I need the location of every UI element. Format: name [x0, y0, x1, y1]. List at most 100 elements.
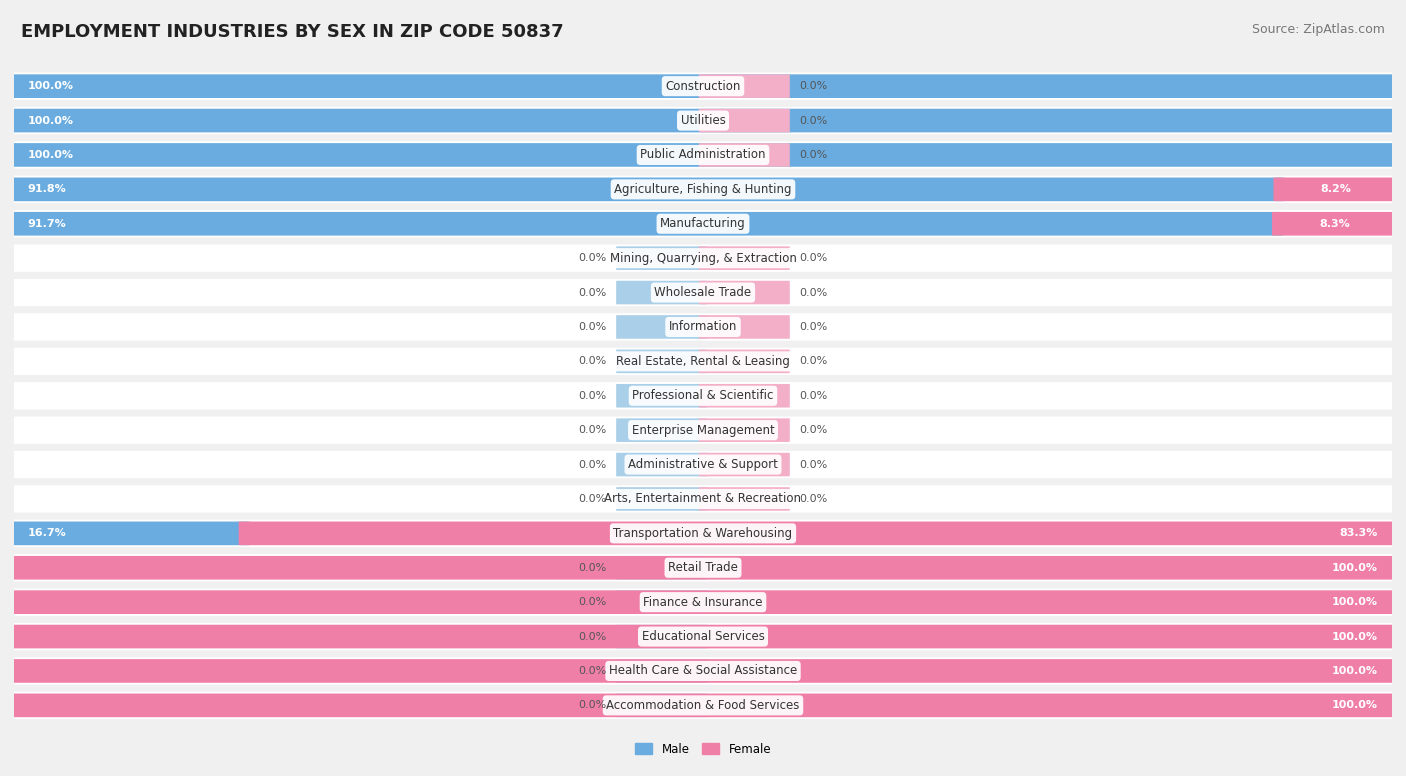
- Text: 0.0%: 0.0%: [578, 425, 606, 435]
- Text: 0.0%: 0.0%: [578, 666, 606, 676]
- Text: 100.0%: 100.0%: [28, 116, 75, 126]
- FancyBboxPatch shape: [6, 657, 1400, 684]
- FancyBboxPatch shape: [8, 109, 1398, 133]
- FancyBboxPatch shape: [699, 143, 790, 167]
- Text: 0.0%: 0.0%: [578, 391, 606, 400]
- FancyBboxPatch shape: [6, 244, 1400, 272]
- FancyBboxPatch shape: [6, 520, 1400, 547]
- Text: Transportation & Warehousing: Transportation & Warehousing: [613, 527, 793, 540]
- Text: Manufacturing: Manufacturing: [661, 217, 745, 230]
- FancyBboxPatch shape: [699, 246, 790, 270]
- Text: 0.0%: 0.0%: [578, 288, 606, 297]
- FancyBboxPatch shape: [8, 178, 1285, 201]
- Text: 0.0%: 0.0%: [578, 459, 606, 469]
- FancyBboxPatch shape: [616, 246, 707, 270]
- FancyBboxPatch shape: [616, 384, 707, 407]
- Text: 100.0%: 100.0%: [1331, 701, 1378, 710]
- Text: 0.0%: 0.0%: [578, 322, 606, 332]
- Text: 100.0%: 100.0%: [28, 150, 75, 160]
- Text: Utilities: Utilities: [681, 114, 725, 127]
- Text: Retail Trade: Retail Trade: [668, 561, 738, 574]
- Text: 0.0%: 0.0%: [578, 598, 606, 607]
- Text: 8.3%: 8.3%: [1319, 219, 1350, 229]
- FancyBboxPatch shape: [1274, 178, 1398, 201]
- FancyBboxPatch shape: [8, 212, 1284, 236]
- FancyBboxPatch shape: [6, 417, 1400, 444]
- FancyBboxPatch shape: [616, 418, 707, 442]
- FancyBboxPatch shape: [6, 554, 1400, 581]
- Text: 0.0%: 0.0%: [800, 356, 828, 366]
- Text: 0.0%: 0.0%: [800, 322, 828, 332]
- FancyBboxPatch shape: [6, 382, 1400, 410]
- Text: 100.0%: 100.0%: [1331, 666, 1378, 676]
- FancyBboxPatch shape: [239, 521, 1398, 546]
- FancyBboxPatch shape: [616, 349, 707, 373]
- FancyBboxPatch shape: [6, 691, 1400, 719]
- Text: 100.0%: 100.0%: [1331, 598, 1378, 607]
- Legend: Male, Female: Male, Female: [630, 738, 776, 760]
- FancyBboxPatch shape: [6, 588, 1400, 616]
- FancyBboxPatch shape: [699, 349, 790, 373]
- FancyBboxPatch shape: [6, 141, 1400, 168]
- FancyBboxPatch shape: [616, 591, 707, 614]
- Text: Arts, Entertainment & Recreation: Arts, Entertainment & Recreation: [605, 493, 801, 505]
- Text: 0.0%: 0.0%: [578, 356, 606, 366]
- FancyBboxPatch shape: [699, 109, 790, 133]
- Text: Construction: Construction: [665, 80, 741, 92]
- Text: 0.0%: 0.0%: [800, 459, 828, 469]
- FancyBboxPatch shape: [6, 485, 1400, 513]
- Text: Information: Information: [669, 320, 737, 334]
- Text: Finance & Insurance: Finance & Insurance: [644, 596, 762, 608]
- Text: 83.3%: 83.3%: [1340, 528, 1378, 539]
- FancyBboxPatch shape: [616, 487, 707, 511]
- FancyBboxPatch shape: [616, 315, 707, 339]
- FancyBboxPatch shape: [616, 659, 707, 683]
- Text: 8.2%: 8.2%: [1320, 185, 1351, 194]
- Text: 100.0%: 100.0%: [1331, 632, 1378, 642]
- Text: 0.0%: 0.0%: [800, 116, 828, 126]
- Text: 0.0%: 0.0%: [578, 563, 606, 573]
- FancyBboxPatch shape: [6, 314, 1400, 341]
- FancyBboxPatch shape: [699, 315, 790, 339]
- FancyBboxPatch shape: [699, 418, 790, 442]
- FancyBboxPatch shape: [699, 74, 790, 98]
- Text: 0.0%: 0.0%: [578, 253, 606, 263]
- FancyBboxPatch shape: [8, 659, 1398, 683]
- Text: Real Estate, Rental & Leasing: Real Estate, Rental & Leasing: [616, 355, 790, 368]
- FancyBboxPatch shape: [699, 281, 790, 304]
- Text: 0.0%: 0.0%: [800, 253, 828, 263]
- Text: 0.0%: 0.0%: [800, 150, 828, 160]
- Text: Enterprise Management: Enterprise Management: [631, 424, 775, 437]
- FancyBboxPatch shape: [8, 521, 250, 546]
- FancyBboxPatch shape: [699, 452, 790, 476]
- FancyBboxPatch shape: [6, 348, 1400, 375]
- Text: 91.8%: 91.8%: [28, 185, 66, 194]
- FancyBboxPatch shape: [616, 694, 707, 717]
- Text: Professional & Scientific: Professional & Scientific: [633, 390, 773, 402]
- FancyBboxPatch shape: [616, 625, 707, 649]
- FancyBboxPatch shape: [6, 175, 1400, 203]
- FancyBboxPatch shape: [8, 556, 1398, 580]
- FancyBboxPatch shape: [8, 591, 1398, 614]
- Text: 91.7%: 91.7%: [28, 219, 66, 229]
- Text: Public Administration: Public Administration: [640, 148, 766, 161]
- FancyBboxPatch shape: [8, 143, 1398, 167]
- Text: Accommodation & Food Services: Accommodation & Food Services: [606, 699, 800, 712]
- FancyBboxPatch shape: [8, 694, 1398, 717]
- Text: 100.0%: 100.0%: [28, 81, 75, 91]
- Text: Administrative & Support: Administrative & Support: [628, 458, 778, 471]
- FancyBboxPatch shape: [699, 487, 790, 511]
- Text: Agriculture, Fishing & Hunting: Agriculture, Fishing & Hunting: [614, 183, 792, 196]
- Text: 0.0%: 0.0%: [800, 494, 828, 504]
- FancyBboxPatch shape: [6, 72, 1400, 100]
- Text: 0.0%: 0.0%: [800, 425, 828, 435]
- Text: EMPLOYMENT INDUSTRIES BY SEX IN ZIP CODE 50837: EMPLOYMENT INDUSTRIES BY SEX IN ZIP CODE…: [21, 23, 564, 41]
- Text: 0.0%: 0.0%: [800, 391, 828, 400]
- FancyBboxPatch shape: [616, 452, 707, 476]
- Text: 100.0%: 100.0%: [1331, 563, 1378, 573]
- Text: Source: ZipAtlas.com: Source: ZipAtlas.com: [1251, 23, 1385, 36]
- FancyBboxPatch shape: [6, 210, 1400, 237]
- Text: 0.0%: 0.0%: [800, 288, 828, 297]
- Text: 0.0%: 0.0%: [578, 632, 606, 642]
- Text: Wholesale Trade: Wholesale Trade: [654, 286, 752, 299]
